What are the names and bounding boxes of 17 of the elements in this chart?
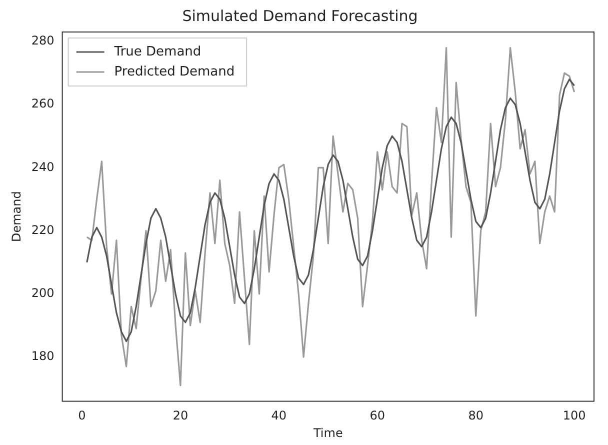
y-tick-label: 180 bbox=[31, 349, 54, 364]
x-axis-title: Time bbox=[312, 426, 343, 440]
legend-label: True Demand bbox=[113, 44, 202, 60]
chart-title: Simulated Demand Forecasting bbox=[182, 6, 418, 25]
x-tick-label: 80 bbox=[468, 408, 484, 423]
x-tick-label: 60 bbox=[370, 408, 386, 423]
legend-label: Predicted Demand bbox=[114, 64, 235, 80]
x-tick-label: 100 bbox=[562, 408, 586, 423]
y-axis-title: Demand bbox=[9, 191, 24, 242]
y-tick-label: 200 bbox=[31, 286, 54, 300]
x-tick-label: 40 bbox=[271, 408, 287, 423]
y-tick-label: 220 bbox=[31, 222, 54, 237]
x-tick-label: 20 bbox=[172, 408, 188, 423]
x-tick-label: 0 bbox=[78, 408, 86, 423]
y-tick-label: 240 bbox=[31, 160, 54, 174]
y-tick-label: 280 bbox=[31, 34, 54, 48]
y-tick-label: 260 bbox=[31, 96, 54, 111]
